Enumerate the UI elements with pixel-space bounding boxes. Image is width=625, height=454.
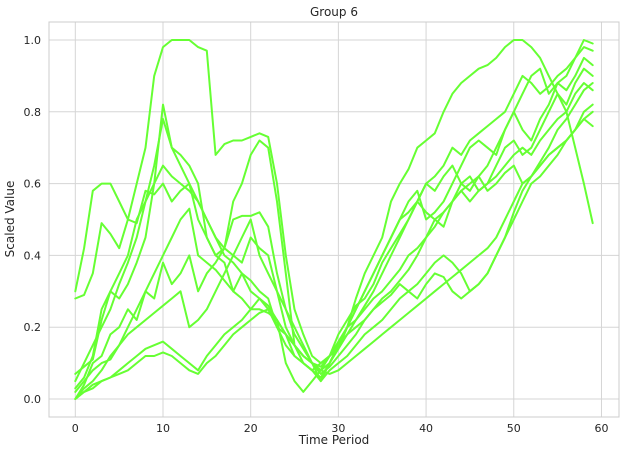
x-tick-label: 10	[156, 422, 170, 435]
y-tick-label: 0.6	[24, 178, 42, 191]
y-tick-label: 0.4	[24, 249, 42, 262]
y-axis-title: Scaled Value	[3, 181, 17, 258]
series-lines	[74, 39, 594, 400]
series-line-9	[74, 118, 594, 400]
x-tick-label: 40	[419, 422, 433, 435]
series-line-6	[74, 110, 594, 400]
y-tick-label: 0.0	[24, 393, 42, 406]
x-tick-labels: 0 10 20 30 40 50 60	[72, 422, 609, 435]
x-tick-label: 0	[72, 422, 79, 435]
x-tick-label: 30	[331, 422, 345, 435]
y-tick-label: 0.8	[24, 106, 42, 119]
y-tick-label: 0.2	[24, 321, 42, 334]
y-tick-labels: 0.0 0.2 0.4 0.6 0.8 1.0	[24, 34, 42, 406]
series-line-5	[74, 67, 594, 390]
x-axis-title: Time Period	[298, 433, 370, 447]
plot-frame	[48, 21, 620, 418]
x-tick-label: 50	[507, 422, 521, 435]
series-line-7	[74, 82, 594, 400]
chart-title: Group 6	[310, 5, 358, 19]
x-tick-label: 60	[594, 422, 608, 435]
x-tick-label: 20	[244, 422, 258, 435]
y-tick-label: 1.0	[24, 34, 42, 47]
series-line-10	[74, 82, 594, 400]
